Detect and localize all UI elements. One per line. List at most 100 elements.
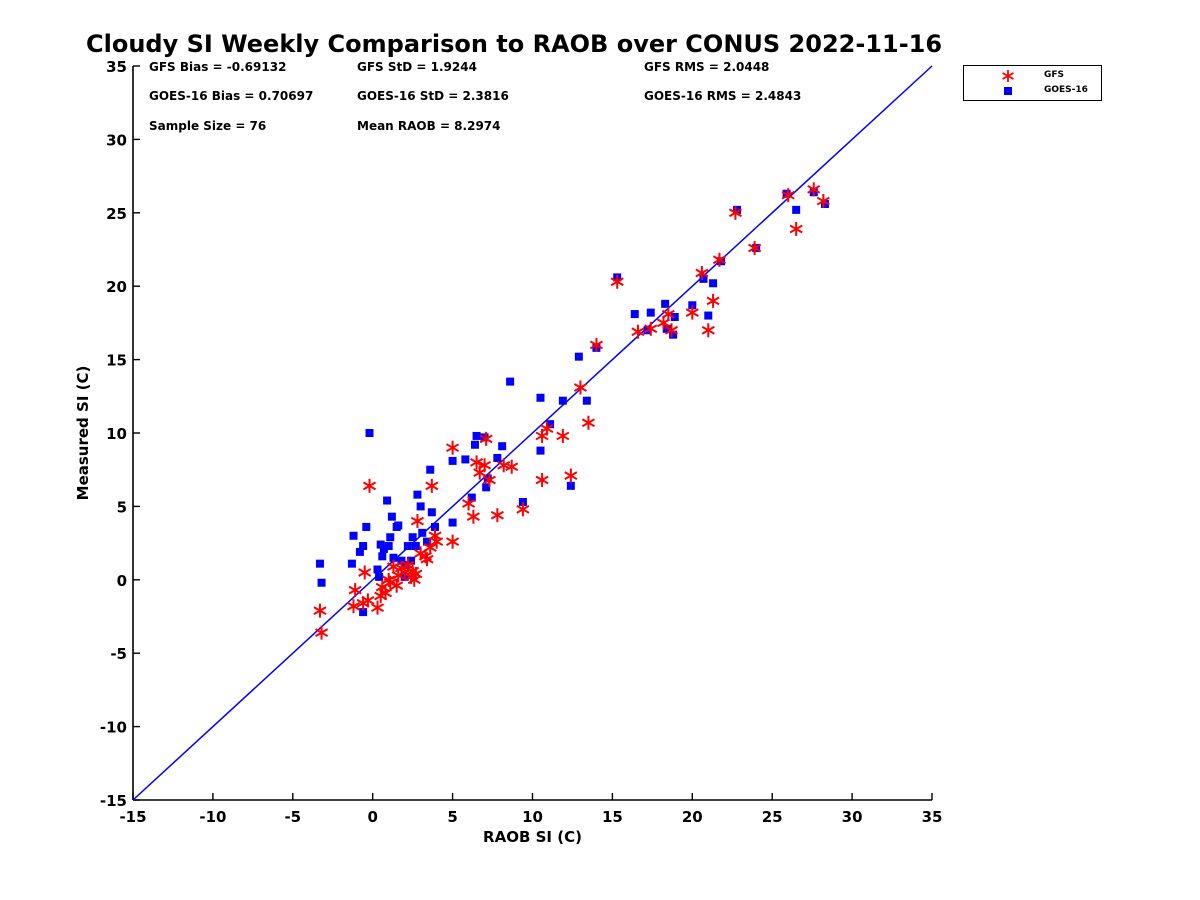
goes-point [493,453,502,462]
axes: -15 -10 -5 0 5 10 15 20 25 30 35 -15 -10 -5 0 5 10 15 20 25… [100,58,943,826]
goes-point [411,542,420,551]
gfs-point [378,586,393,601]
goes-point [386,533,395,542]
legend: GFS GOES-16 [963,65,1102,101]
gfs-point [728,205,743,220]
goes-point [315,559,324,568]
gfs-point [482,472,496,487]
gfs-point [425,478,439,493]
goes-point [662,324,671,333]
goes-point [461,455,470,464]
goes-point [423,537,432,546]
gfs-point [346,599,361,614]
goes-point [470,440,479,449]
goes-point [373,565,382,574]
goes-point [661,299,670,308]
goes-point [383,496,392,505]
goes-point [426,465,435,474]
gfs-point [497,458,511,473]
gfs-point [816,194,830,209]
goes-point [408,533,417,542]
legend-label-gfs: GFS [1044,70,1065,80]
goes-point [397,556,406,565]
gfs-point [490,508,504,523]
gfs-point [470,455,484,470]
gfs-point [685,305,699,320]
goes-rms-stat: GOES-16 RMS = 2.4843 [644,89,802,103]
y-tick-label: 20 [106,278,127,296]
goes-point [536,446,545,455]
goes-point [582,396,591,405]
goes-point [365,429,374,437]
goes-point [378,552,387,561]
gfs-point [462,496,476,511]
chart-title: Cloudy SI Weekly Comparison to RAOB over… [86,30,943,58]
x-tick-label: -15 [119,808,146,826]
gfs-std-stat: GFS StD = 1.9244 [357,60,477,74]
gfs-point [313,603,327,618]
x-tick-label: -5 [284,808,301,826]
goes-point [558,396,567,405]
y-tick-label: 10 [106,425,127,443]
goes-point [704,311,713,320]
y-tick-label: 15 [106,352,127,370]
gfs-point [409,566,423,581]
goes-point [376,540,385,549]
goes-point [498,442,507,451]
x-tick-label: 30 [842,808,863,826]
goes-point [394,521,403,530]
gfs-point [695,265,709,280]
goes-point [427,508,436,517]
goes-point [630,310,639,319]
x-tick-label: -10 [199,808,226,826]
goes-point [413,490,422,499]
gfs-point [573,380,588,395]
goes-point [518,497,527,506]
gfs-point [370,600,385,615]
gfs-point [410,514,425,529]
legend-item-goes: GOES-16 [964,84,1101,98]
x-tick-label: 20 [682,808,703,826]
y-tick-label: 35 [106,58,127,76]
goes-point [709,279,718,288]
x-axis-label: RAOB SI (C) [483,828,582,846]
gfs-point [589,337,603,352]
goes-point [820,199,829,208]
x-tick-label: 35 [922,808,943,826]
gfs-point [466,509,480,524]
gfs-point [789,221,803,236]
gfs-point [610,274,624,289]
gfs-point [362,478,377,493]
gfs-point [701,323,715,338]
gfs-bias-stat: GFS Bias = -0.69132 [149,60,287,74]
gfs-point [358,565,372,580]
goes-point [506,377,515,386]
x-tick-label: 15 [602,808,623,826]
y-tick-label: -10 [100,719,127,737]
gfs-point [420,552,434,567]
goes-point [574,352,583,361]
gfs-point [556,428,570,443]
y-tick-label: -15 [100,792,127,810]
goes-point [646,308,655,317]
goes-point [467,493,476,502]
goes-point [418,528,427,537]
goes-point [670,313,679,322]
goes-point [387,512,396,521]
goes-point [379,544,388,553]
y-tick-label: 25 [106,205,127,223]
gfs-point [423,540,437,555]
goes-std-stat: GOES-16 StD = 2.3816 [357,89,509,103]
gfs-point [581,415,595,430]
gfs-point [446,534,460,549]
goes-point [472,431,481,440]
data-points [313,182,830,640]
goes-point [448,518,457,527]
gfs-point [706,293,720,308]
gfs-point [644,321,658,336]
gfs-point [661,307,675,322]
goes-point [566,481,575,490]
gfs-point [348,583,362,598]
goes-point [362,522,371,531]
